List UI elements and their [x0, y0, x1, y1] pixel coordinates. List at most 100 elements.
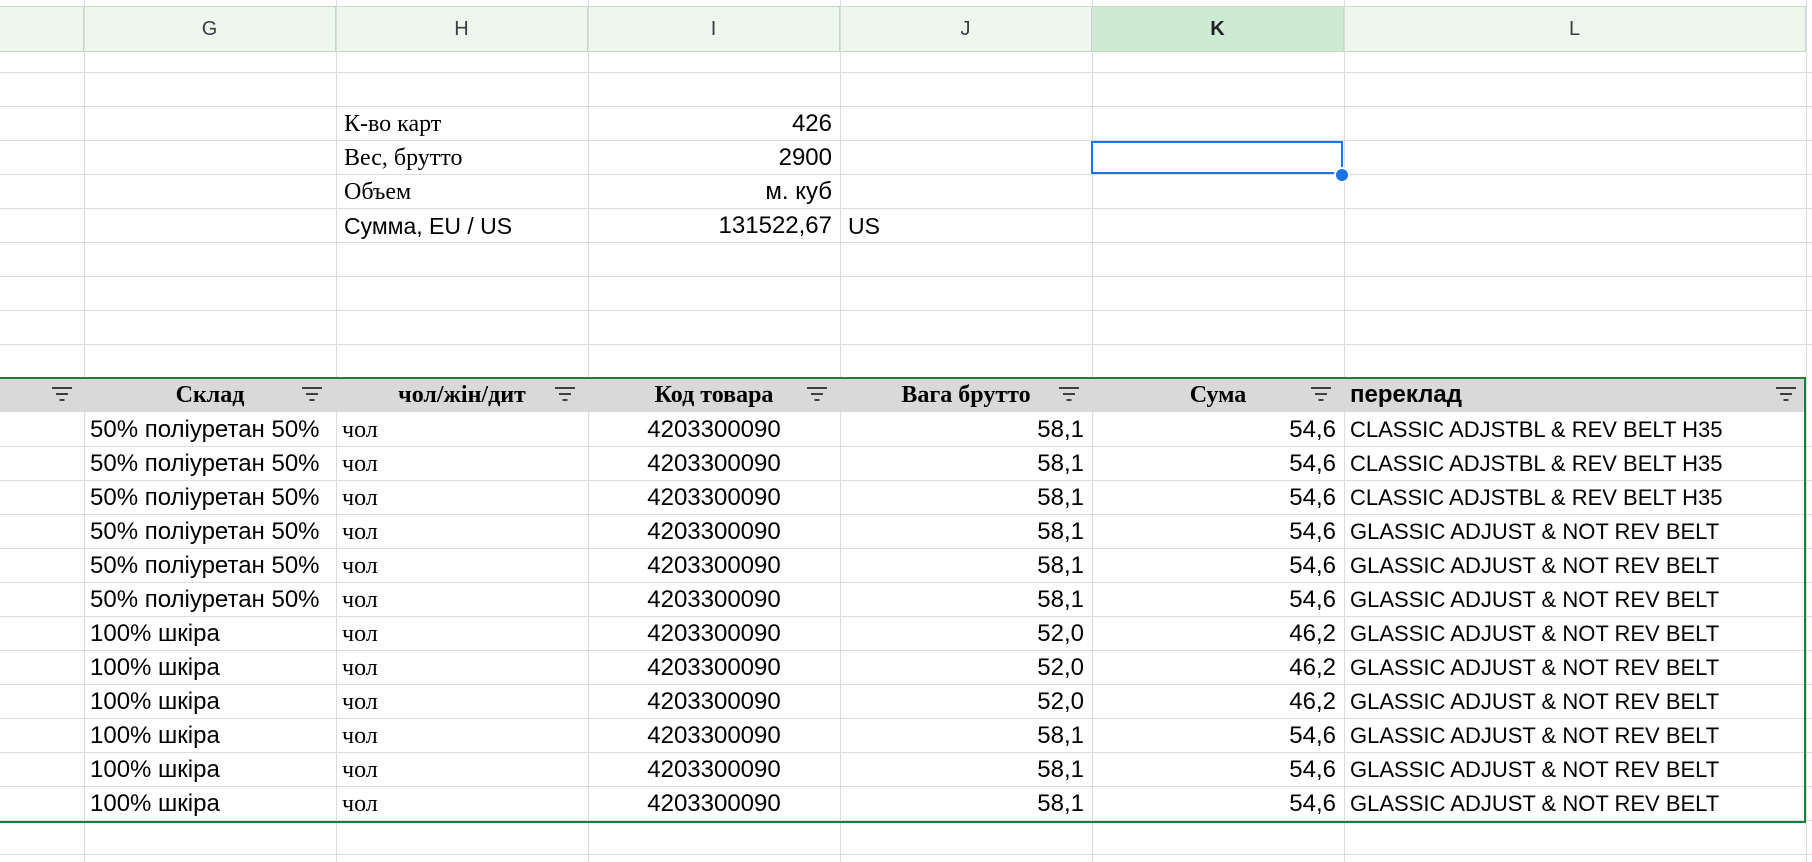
cell-code[interactable]: 4203300090 [647, 484, 781, 511]
cell-gender[interactable]: чол [342, 417, 378, 443]
summary-label[interactable]: К-во карт [344, 111, 442, 137]
cell-sklad[interactable]: 100% шкіра [90, 654, 220, 681]
cell-code[interactable]: 4203300090 [647, 416, 781, 443]
cell-sklad[interactable]: 100% шкіра [90, 620, 220, 647]
cell-code[interactable]: 4203300090 [647, 518, 781, 545]
cell-translation[interactable]: GLASSIC ADJUST & NOT REV BELT [1350, 587, 1720, 612]
cell-sklad[interactable]: 50% поліуретан 50% [90, 450, 320, 477]
column-header-j[interactable]: J [840, 6, 1092, 52]
cell-translation[interactable]: GLASSIC ADJUST & NOT REV BELT [1350, 519, 1720, 544]
cell-code[interactable]: 4203300090 [647, 756, 781, 783]
cell-sum[interactable]: 46,2 [1289, 620, 1336, 647]
fill-handle[interactable] [1334, 167, 1350, 183]
column-header-g[interactable]: G [84, 6, 336, 52]
cell-gender[interactable]: чол [342, 689, 378, 715]
cell-weight[interactable]: 58,1 [1037, 518, 1084, 545]
cell-translation[interactable]: CLASSIC ADJSTBL & REV BELT H35 [1350, 451, 1723, 476]
cell-gender[interactable]: чол [342, 519, 378, 545]
header-sklad[interactable]: Склад [175, 382, 245, 408]
cell-gender[interactable]: чол [342, 451, 378, 477]
cell-translation[interactable]: GLASSIC ADJUST & NOT REV BELT [1350, 655, 1720, 680]
cell-code[interactable]: 4203300090 [647, 620, 781, 647]
summary-value[interactable]: 131522,67 [718, 212, 832, 239]
cell-sum[interactable]: 54,6 [1289, 484, 1336, 511]
cell-weight[interactable]: 58,1 [1037, 790, 1084, 817]
cell-translation[interactable]: GLASSIC ADJUST & NOT REV BELT [1350, 723, 1720, 748]
cell-weight[interactable]: 58,1 [1037, 416, 1084, 443]
cell-sum[interactable]: 54,6 [1289, 756, 1336, 783]
header-sum[interactable]: Сума [1189, 382, 1247, 408]
cell-translation[interactable]: CLASSIC ADJSTBL & REV BELT H35 [1350, 417, 1723, 442]
cell-sklad[interactable]: 50% поліуретан 50% [90, 586, 320, 613]
header-translation[interactable]: переклад [1350, 381, 1462, 408]
column-header-k[interactable]: K [1092, 6, 1344, 52]
cell-weight[interactable]: 52,0 [1037, 654, 1084, 681]
cell-translation[interactable]: GLASSIC ADJUST & NOT REV BELT [1350, 689, 1720, 714]
column-header-l[interactable]: L [1344, 6, 1806, 52]
cell-sum[interactable]: 46,2 [1289, 688, 1336, 715]
cell-weight[interactable]: 58,1 [1037, 450, 1084, 477]
filter-icon[interactable] [298, 383, 326, 405]
cell-sklad[interactable]: 50% поліуретан 50% [90, 416, 320, 443]
cell-sklad[interactable]: 50% поліуретан 50% [90, 484, 320, 511]
cell-gender[interactable]: чол [342, 791, 378, 817]
cell-gender[interactable]: чол [342, 553, 378, 579]
summary-currency[interactable]: US [848, 213, 880, 239]
cell-sklad[interactable]: 50% поліуретан 50% [90, 518, 320, 545]
cell-code[interactable]: 4203300090 [647, 586, 781, 613]
cell-sklad[interactable]: 100% шкіра [90, 722, 220, 749]
cell-code[interactable]: 4203300090 [647, 790, 781, 817]
cell-code[interactable]: 4203300090 [647, 654, 781, 681]
summary-value[interactable]: 426 [791, 110, 832, 137]
cell-sklad[interactable]: 100% шкіра [90, 756, 220, 783]
cell-weight[interactable]: 58,1 [1037, 552, 1084, 579]
summary-label[interactable]: Вес, брутто [344, 145, 463, 171]
cell-sklad[interactable]: 100% шкіра [90, 688, 220, 715]
summary-value[interactable]: 2900 [778, 144, 832, 171]
column-header-i[interactable]: I [588, 6, 840, 52]
cell-gender[interactable]: чол [342, 587, 378, 613]
cell-sklad[interactable]: 100% шкіра [90, 790, 220, 817]
cell-code[interactable]: 4203300090 [647, 688, 781, 715]
cell-weight[interactable]: 52,0 [1037, 688, 1084, 715]
filter-icon[interactable] [48, 383, 76, 405]
filter-icon[interactable] [551, 383, 579, 405]
active-cell-selection[interactable] [1091, 141, 1343, 174]
header-gender[interactable]: чол/жін/дит [398, 382, 526, 408]
cell-weight[interactable]: 58,1 [1037, 722, 1084, 749]
cell-sum[interactable]: 46,2 [1289, 654, 1336, 681]
cell-sklad[interactable]: 50% поліуретан 50% [90, 552, 320, 579]
cell-sum[interactable]: 54,6 [1289, 450, 1336, 477]
cell-sum[interactable]: 54,6 [1289, 790, 1336, 817]
cell-translation[interactable]: GLASSIC ADJUST & NOT REV BELT [1350, 621, 1720, 646]
cell-code[interactable]: 4203300090 [647, 450, 781, 477]
cell-weight[interactable]: 58,1 [1037, 484, 1084, 511]
cell-sum[interactable]: 54,6 [1289, 416, 1336, 443]
cell-sum[interactable]: 54,6 [1289, 552, 1336, 579]
column-header-h[interactable]: H [336, 6, 588, 52]
filter-icon[interactable] [803, 383, 831, 405]
cell-code[interactable]: 4203300090 [647, 552, 781, 579]
header-weight[interactable]: Вага брутто [901, 382, 1031, 408]
cell-gender[interactable]: чол [342, 485, 378, 511]
summary-label[interactable]: Объем [344, 179, 412, 205]
cell-gender[interactable]: чол [342, 655, 378, 681]
filter-icon[interactable] [1307, 383, 1335, 405]
cell-code[interactable]: 4203300090 [647, 722, 781, 749]
summary-value[interactable]: м. куб [765, 178, 832, 205]
filter-icon[interactable] [1772, 383, 1800, 405]
column-header-blank[interactable] [0, 6, 84, 52]
summary-label[interactable]: Сумма, EU / US [344, 213, 513, 239]
cell-gender[interactable]: чол [342, 757, 378, 783]
header-code[interactable]: Код товара [654, 382, 774, 408]
cell-weight[interactable]: 58,1 [1037, 756, 1084, 783]
cell-sum[interactable]: 54,6 [1289, 722, 1336, 749]
cell-weight[interactable]: 52,0 [1037, 620, 1084, 647]
cell-sum[interactable]: 54,6 [1289, 518, 1336, 545]
cell-translation[interactable]: GLASSIC ADJUST & NOT REV BELT [1350, 757, 1720, 782]
cell-translation[interactable]: GLASSIC ADJUST & NOT REV BELT [1350, 553, 1720, 578]
cell-sum[interactable]: 54,6 [1289, 586, 1336, 613]
filter-icon[interactable] [1055, 383, 1083, 405]
cell-translation[interactable]: CLASSIC ADJSTBL & REV BELT H35 [1350, 485, 1723, 510]
